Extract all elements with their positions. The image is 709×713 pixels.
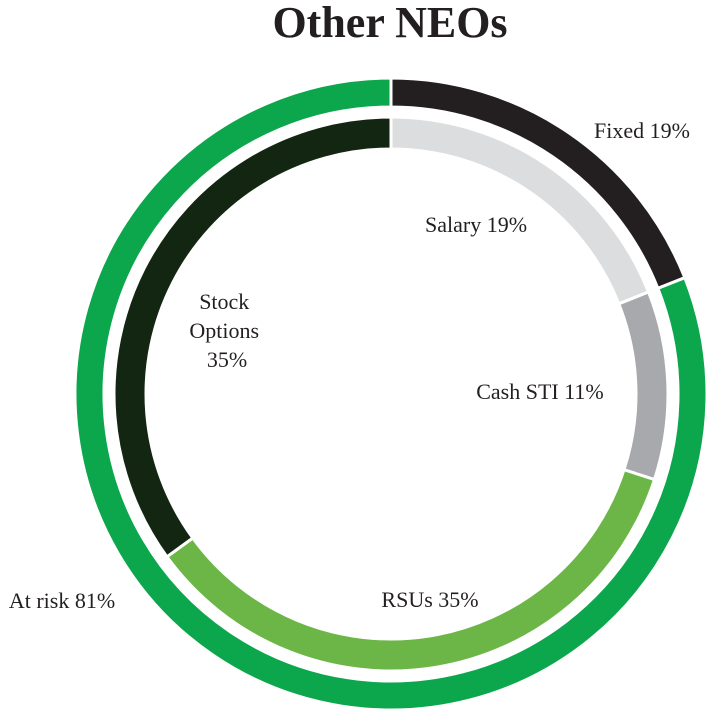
- chart-title: Other NEOs: [272, 0, 507, 47]
- outer-ring: [73, 76, 709, 712]
- label-stock-options: Stock Options 35%: [189, 289, 264, 372]
- label-stock-options-line-2: Options: [189, 318, 259, 343]
- inner-ring: [112, 115, 670, 673]
- label-fixed: Fixed 19%: [594, 118, 690, 143]
- label-stock-options-line-3: 35%: [207, 347, 247, 372]
- inner-ring-slice-3: [112, 115, 393, 559]
- label-at-risk: At risk 81%: [9, 588, 115, 613]
- label-rsus: RSUs 35%: [381, 587, 478, 612]
- label-stock-options-line-1: Stock: [199, 289, 249, 314]
- inner-ring-slice-1: [616, 290, 670, 482]
- label-cash-sti: Cash STI 11%: [476, 379, 604, 404]
- label-salary: Salary 19%: [425, 212, 527, 237]
- outer-ring-slice-1: [73, 76, 709, 712]
